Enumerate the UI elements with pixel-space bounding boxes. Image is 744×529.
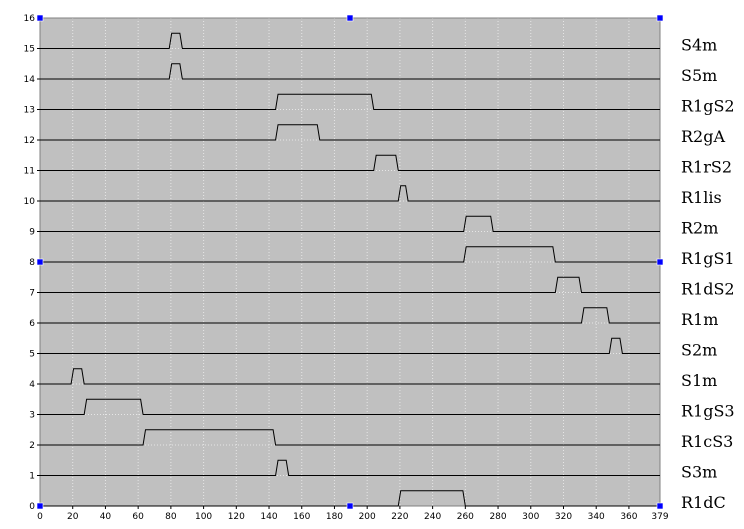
signal-label-R1cS3: R1cS3	[681, 432, 733, 451]
y-tick-label-5: 5	[29, 350, 35, 360]
resize-handle-2-2[interactable]	[656, 14, 664, 22]
resize-handle-1-2[interactable]	[656, 258, 664, 266]
signal-label-S2m: S2m	[681, 341, 717, 360]
selection-handles[interactable]	[36, 14, 664, 510]
x-tick-label-7: 140	[260, 512, 277, 522]
trace-S1m	[40, 368, 660, 385]
y-tick-label-0: 0	[29, 502, 35, 512]
signal-label-R1gS1: R1gS1	[681, 249, 735, 268]
trace-S2m	[40, 337, 660, 354]
x-tick-label-9: 180	[326, 512, 343, 522]
x-tick-label-13: 260	[457, 512, 474, 522]
y-tick-label-9: 9	[29, 228, 35, 238]
signal-label-R1gS2: R1gS2	[681, 97, 735, 116]
trace-R1gS3	[40, 398, 660, 415]
x-tick-label-6: 120	[228, 512, 245, 522]
x-tick-label-5: 100	[195, 512, 212, 522]
y-tick-label-3: 3	[29, 411, 35, 421]
signal-label-R1m: R1m	[681, 310, 718, 329]
x-tick-label-17: 340	[588, 512, 605, 522]
x-tick-label-16: 320	[555, 512, 572, 522]
trace-S4m	[40, 32, 660, 49]
resize-handle-0-0[interactable]	[36, 502, 44, 510]
x-tick-label-10: 200	[359, 512, 376, 522]
axes: 0 20 40 60 80 100 120 140 160 180 200 220 240 260 280 3…	[24, 14, 669, 522]
x-tick-label-1: 20	[67, 512, 79, 522]
y-tick-label-8: 8	[29, 258, 35, 268]
y-tick-label-11: 11	[24, 167, 35, 177]
y-tick-label-15: 15	[24, 45, 35, 55]
signal-label-R1lis: R1lis	[681, 188, 722, 207]
x-tick-label-19: 379	[651, 512, 668, 522]
resize-handle-0-2[interactable]	[656, 502, 664, 510]
trace-S3m	[40, 459, 660, 476]
y-tick-label-2: 2	[29, 441, 35, 451]
x-tick-label-15: 300	[522, 512, 539, 522]
trace-R1m	[40, 307, 660, 324]
trace-R2m	[40, 215, 660, 232]
y-tick-label-10: 10	[24, 197, 36, 207]
trace-R1dS2	[40, 276, 660, 293]
trace-R1gS2	[40, 93, 660, 110]
x-tick-label-8: 160	[293, 512, 310, 522]
resize-handle-2-0[interactable]	[36, 14, 44, 22]
y-tick-label-4: 4	[29, 380, 35, 390]
resize-handle-1-0[interactable]	[36, 258, 44, 266]
y-tick-label-6: 6	[29, 319, 35, 329]
x-tick-label-4: 80	[165, 512, 177, 522]
signal-label-S5m: S5m	[681, 66, 717, 85]
trace-R1dC	[40, 490, 660, 507]
trace-R1gS1	[40, 246, 660, 263]
x-tick-label-18: 360	[620, 512, 637, 522]
x-tick-label-0: 0	[37, 512, 43, 522]
y-tick-label-12: 12	[24, 136, 35, 146]
signal-label-R1rS2: R1rS2	[681, 158, 732, 177]
trace-R1cS3	[40, 429, 660, 446]
x-tick-label-14: 280	[489, 512, 506, 522]
x-tick-label-11: 220	[391, 512, 408, 522]
signal-label-S4m: S4m	[681, 36, 717, 55]
y-tick-label-14: 14	[24, 75, 36, 85]
signal-label-R1dS2: R1dS2	[681, 280, 735, 299]
signal-labels: S4m S5m R1gS2 R2gA R1rS2 R1lis R2m R1gS1 R1dS2 R1…	[681, 36, 735, 513]
signal-label-R2m: R2m	[681, 219, 718, 238]
x-tick-label-3: 60	[132, 512, 144, 522]
resize-handle-2-1[interactable]	[346, 14, 354, 22]
x-tick-label-12: 240	[424, 512, 441, 522]
resize-handle-0-1[interactable]	[346, 502, 354, 510]
signal-traces	[40, 32, 660, 507]
signal-label-R1dC: R1dC	[681, 493, 726, 512]
signal-label-R1gS3: R1gS3	[681, 402, 735, 421]
y-tick-label-7: 7	[29, 289, 35, 299]
trace-R2gA	[40, 124, 660, 141]
signal-label-S3m: S3m	[681, 463, 717, 482]
signal-label-S1m: S1m	[681, 371, 717, 390]
trace-R1rS2	[40, 154, 660, 171]
y-tick-label-13: 13	[24, 106, 35, 116]
trace-R1lis	[40, 185, 660, 202]
y-tick-label-1: 1	[29, 472, 35, 482]
y-tick-label-16: 16	[24, 14, 36, 24]
trace-S5m	[40, 63, 660, 80]
signal-label-R2gA: R2gA	[681, 127, 725, 146]
x-tick-label-2: 40	[100, 512, 112, 522]
